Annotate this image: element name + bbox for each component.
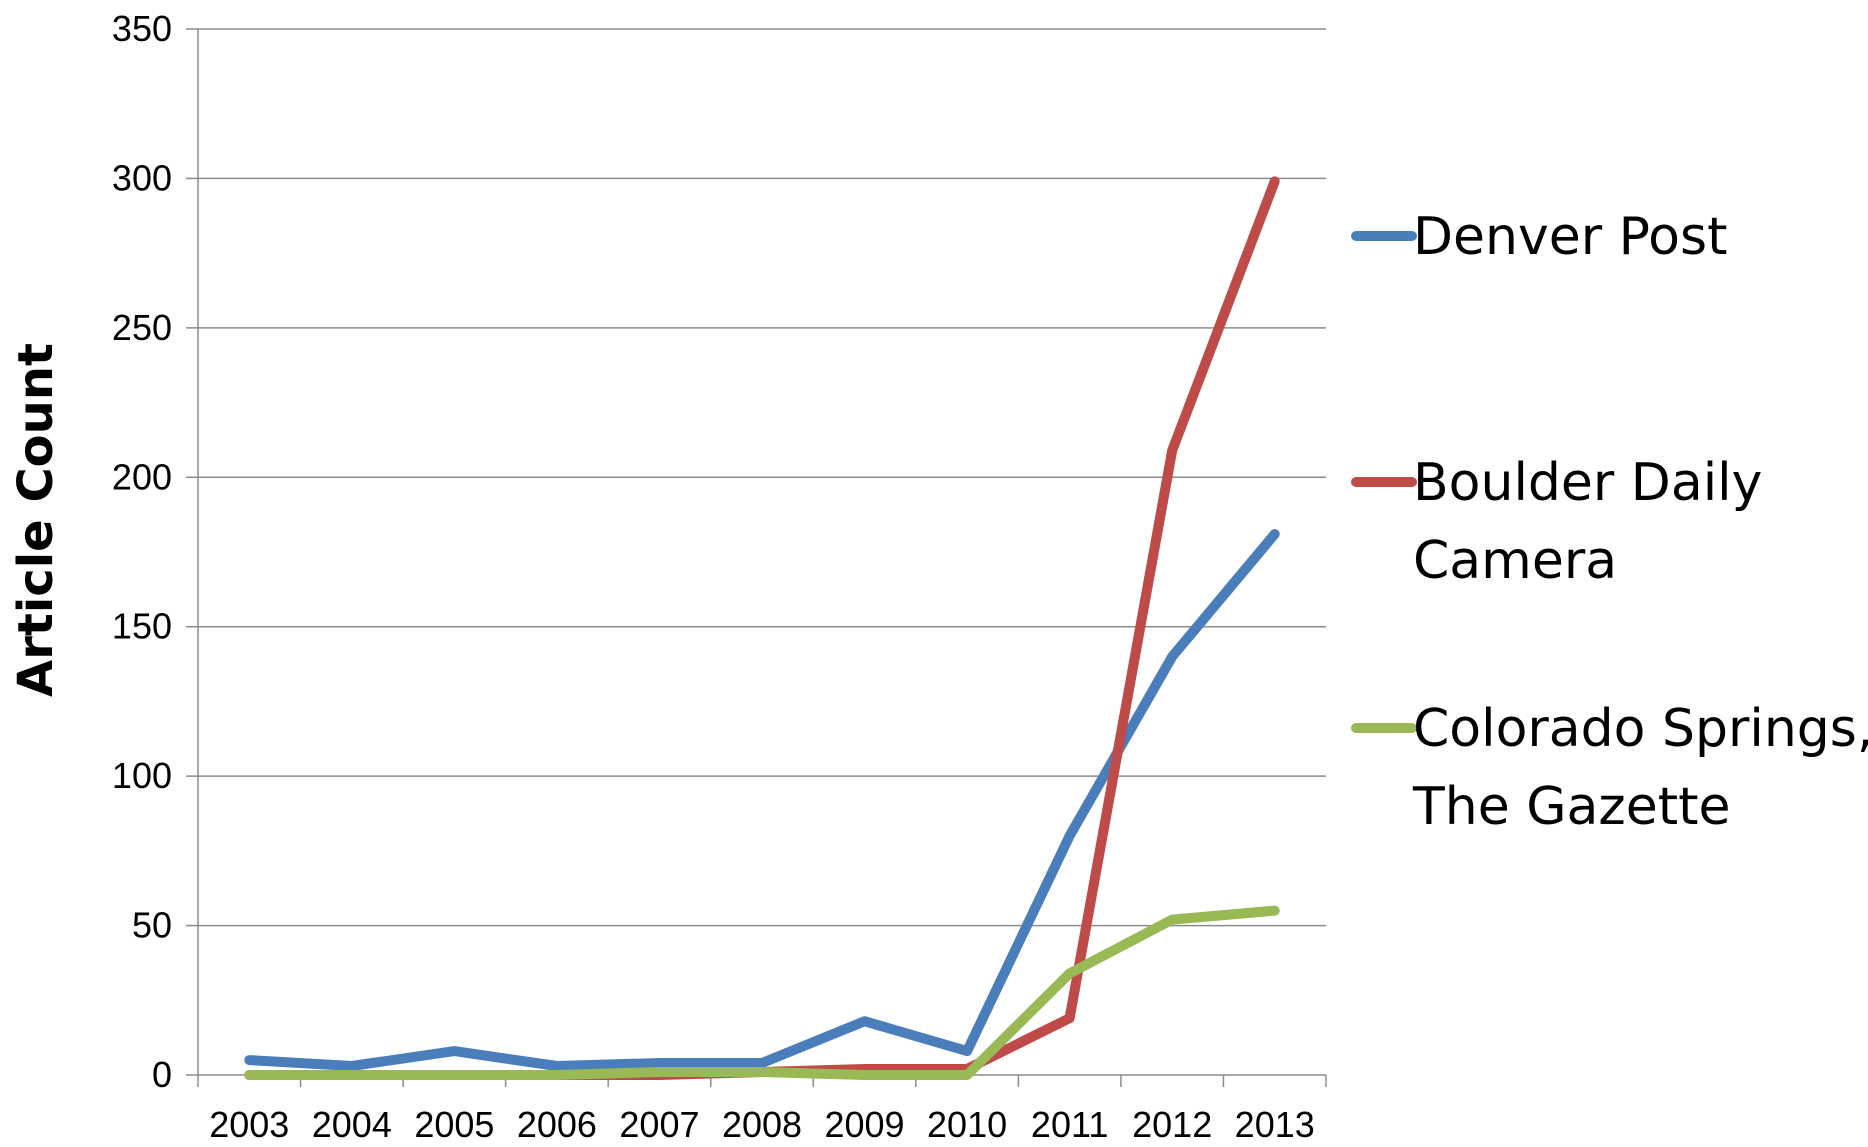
y-tick-label: 0 <box>152 1054 172 1095</box>
legend: Denver Post Boulder Daily Camera Colorado S… <box>1356 207 1868 837</box>
y-tick-label: 300 <box>112 157 172 198</box>
x-tick-label: 2004 <box>312 1104 392 1145</box>
x-tick-label: 2011 <box>1031 1104 1108 1145</box>
legend-label: Camera <box>1413 531 1617 591</box>
x-tick-label: 2012 <box>1132 1104 1212 1145</box>
y-tick-label: 150 <box>112 606 172 647</box>
y-axis-ticks: 0 50 100 150 200 250 300 350 <box>112 8 198 1095</box>
x-tick-label: 2005 <box>414 1104 494 1145</box>
legend-label: Boulder Daily <box>1413 453 1762 513</box>
y-tick-label: 200 <box>112 456 172 497</box>
x-tick-label: 2013 <box>1235 1104 1315 1145</box>
legend-label: Denver Post <box>1413 207 1727 267</box>
x-tick-label: 2008 <box>722 1104 802 1145</box>
y-tick-label: 250 <box>112 307 172 348</box>
gridlines <box>198 29 1326 926</box>
x-tick-label: 2010 <box>927 1104 1007 1145</box>
series-line <box>249 534 1274 1066</box>
y-tick-label: 100 <box>112 755 172 796</box>
legend-label: The Gazette <box>1412 777 1730 837</box>
series-line <box>249 911 1274 1075</box>
x-tick-label: 2009 <box>824 1104 904 1145</box>
y-tick-label: 50 <box>132 905 172 946</box>
series-lines <box>249 181 1274 1075</box>
x-tick-label: 2006 <box>517 1104 597 1145</box>
x-tick-label: 2003 <box>209 1104 289 1145</box>
y-axis-label: Article Count <box>8 343 64 697</box>
x-axis-ticks: 2003 2004 2005 2006 2007 2008 2009 2010 2011 2012… <box>198 1075 1326 1145</box>
x-tick-label: 2007 <box>619 1104 699 1145</box>
y-tick-label: 350 <box>112 8 172 49</box>
legend-label: Colorado Springs, <box>1413 699 1868 759</box>
